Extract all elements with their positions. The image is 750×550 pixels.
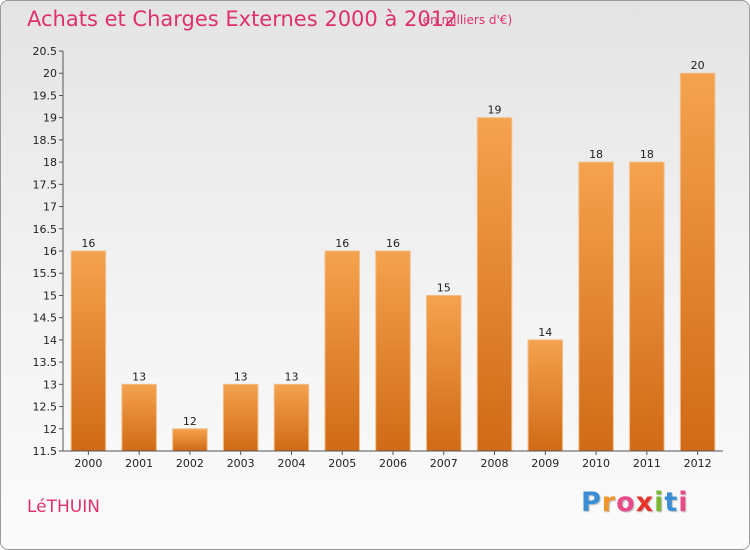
proxiti-logo: Proxiti <box>581 487 689 518</box>
bar <box>375 250 411 452</box>
x-tick-label: 2003 <box>227 457 255 470</box>
bar-value-label: 14 <box>538 326 552 339</box>
y-tick-label: 12 <box>43 423 57 436</box>
bar-value-label: 18 <box>589 148 603 161</box>
y-tick-label: 16.5 <box>33 223 58 236</box>
x-tick-label: 2000 <box>74 457 102 470</box>
bar-value-label: 13 <box>234 370 248 383</box>
y-tick-label: 16 <box>43 245 57 258</box>
chart-title: Achats et Charges Externes 2000 à 2012 <box>27 7 458 31</box>
bar <box>476 117 513 452</box>
bar <box>527 339 564 452</box>
bar <box>121 383 157 452</box>
y-tick-label: 18 <box>43 156 57 169</box>
y-tick-label: 11.5 <box>33 445 58 458</box>
logo-letter: x <box>635 487 655 518</box>
y-tick-label: 20.5 <box>33 45 58 58</box>
y-tick-label: 14.5 <box>33 312 58 325</box>
x-tick-label: 2004 <box>277 457 305 470</box>
logo-letter: i <box>678 487 689 518</box>
bar <box>578 161 614 452</box>
x-tick-label: 2002 <box>176 457 204 470</box>
bar-value-label: 12 <box>183 415 197 428</box>
x-tick-label: 2010 <box>582 457 610 470</box>
bar <box>70 250 107 452</box>
y-tick-label: 13 <box>43 378 57 391</box>
bar-value-label: 20 <box>691 59 705 72</box>
logo-letter: P <box>581 487 602 518</box>
y-tick-label: 17 <box>43 201 57 214</box>
bar-value-label: 16 <box>386 237 400 250</box>
bar <box>629 161 665 452</box>
x-tick-label: 2006 <box>379 457 407 470</box>
x-tick-label: 2008 <box>481 457 509 470</box>
bar-value-label: 16 <box>81 237 95 250</box>
y-tick-label: 19.5 <box>33 89 58 102</box>
x-tick-label: 2009 <box>531 457 559 470</box>
y-tick-label: 19 <box>43 112 57 125</box>
logo-letter: i <box>654 487 665 518</box>
x-tick-label: 2005 <box>328 457 356 470</box>
bar <box>273 383 310 452</box>
bar-value-label: 18 <box>640 148 654 161</box>
y-tick-label: 14 <box>43 334 57 347</box>
x-tick-label: 2001 <box>125 457 153 470</box>
y-tick-label: 17.5 <box>33 178 58 191</box>
bar-value-label: 19 <box>488 104 502 117</box>
logo-letter: r <box>601 487 617 518</box>
chart-subtitle: (en milliers d'€) <box>418 13 513 27</box>
bar-value-label: 16 <box>335 237 349 250</box>
bar <box>679 72 716 452</box>
y-tick-label: 20 <box>43 67 57 80</box>
bar <box>324 250 360 452</box>
y-tick-label: 18.5 <box>33 134 58 147</box>
commune-name: LéTHUIN <box>27 497 100 517</box>
bar <box>172 428 208 452</box>
x-tick-label: 2007 <box>430 457 458 470</box>
y-tick-label: 13.5 <box>33 356 58 369</box>
x-tick-label: 2011 <box>633 457 661 470</box>
x-tick-label: 2012 <box>684 457 712 470</box>
bar-value-label: 13 <box>132 370 146 383</box>
bar <box>426 294 462 452</box>
y-tick-label: 15 <box>43 289 57 302</box>
logo-letter: t <box>664 487 679 518</box>
y-tick-label: 12.5 <box>33 401 58 414</box>
bar-value-label: 15 <box>437 281 451 294</box>
y-tick-label: 15.5 <box>33 267 58 280</box>
bar-value-label: 13 <box>284 370 298 383</box>
logo-letter: o <box>616 487 636 518</box>
bar <box>222 383 259 452</box>
